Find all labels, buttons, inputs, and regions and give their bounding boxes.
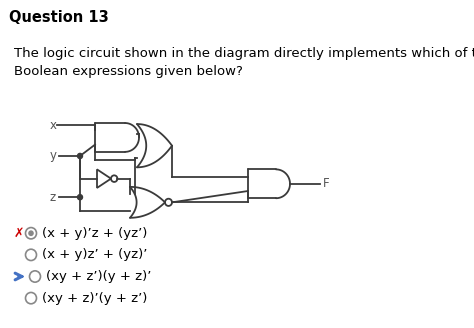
Text: (x + y)’z + (yz’): (x + y)’z + (yz’)	[42, 227, 147, 240]
Text: Question 13: Question 13	[9, 10, 108, 25]
Text: x: x	[50, 119, 57, 132]
Text: z: z	[50, 191, 56, 204]
Text: (xy + z)’(y + z’): (xy + z)’(y + z’)	[42, 292, 147, 305]
Text: y: y	[50, 150, 57, 162]
Text: (x + y)z’ + (yz)’: (x + y)z’ + (yz)’	[42, 248, 147, 261]
Text: (xy + z’)(y + z)’: (xy + z’)(y + z)’	[46, 270, 151, 283]
Circle shape	[28, 230, 34, 236]
Circle shape	[78, 195, 82, 200]
Circle shape	[78, 154, 82, 158]
Text: ✗: ✗	[14, 227, 25, 240]
Text: F: F	[323, 177, 329, 190]
Text: The logic circuit shown in the diagram directly implements which of the
Boolean : The logic circuit shown in the diagram d…	[14, 47, 474, 78]
